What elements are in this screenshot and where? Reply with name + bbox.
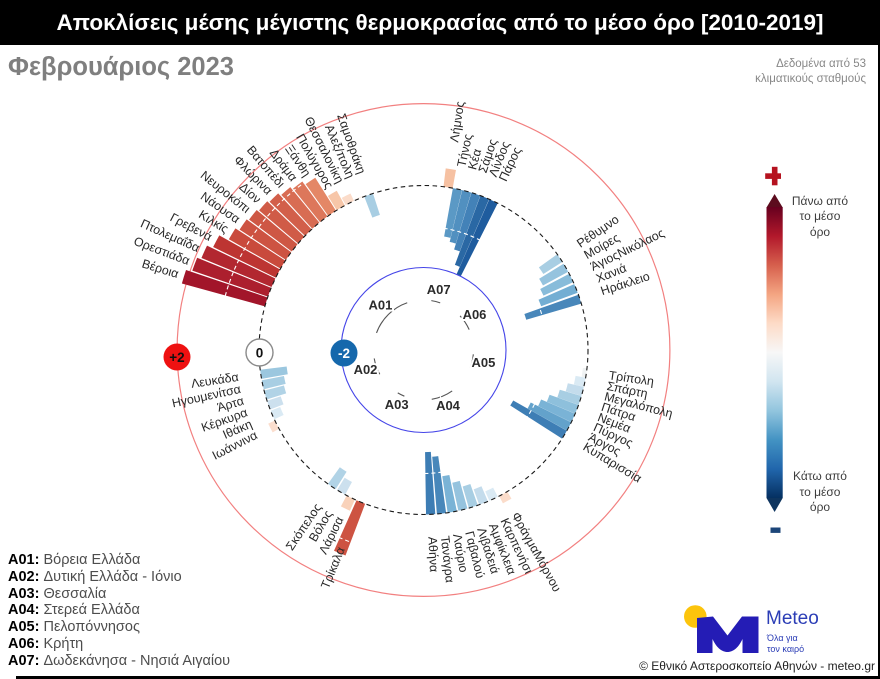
svg-text:A03: A03 xyxy=(385,397,409,412)
svg-text:+2: +2 xyxy=(169,350,184,365)
svg-text:A01: A01 xyxy=(368,298,392,313)
svg-text:Τανάγρα: Τανάγρα xyxy=(438,535,457,583)
svg-text:Τήνος: Τήνος xyxy=(455,133,476,169)
svg-text:A02: A02 xyxy=(354,362,378,377)
svg-text:Τρίπολη: Τρίπολη xyxy=(608,368,655,388)
svg-text:A07: A07 xyxy=(427,282,451,297)
svg-text:Λήμνος: Λήμνος xyxy=(447,100,467,143)
svg-text:A05: A05 xyxy=(471,355,495,370)
svg-text:Λαύριο: Λαύριο xyxy=(450,533,471,574)
svg-text:Κέα: Κέα xyxy=(465,147,484,171)
svg-text:A06: A06 xyxy=(463,307,487,322)
svg-text:Αθήνα: Αθήνα xyxy=(425,536,441,572)
svg-text:A04: A04 xyxy=(436,398,461,413)
svg-text:Λευκάδα: Λευκάδα xyxy=(190,370,239,391)
svg-text:0: 0 xyxy=(256,346,264,361)
svg-text:-2: -2 xyxy=(338,346,350,361)
